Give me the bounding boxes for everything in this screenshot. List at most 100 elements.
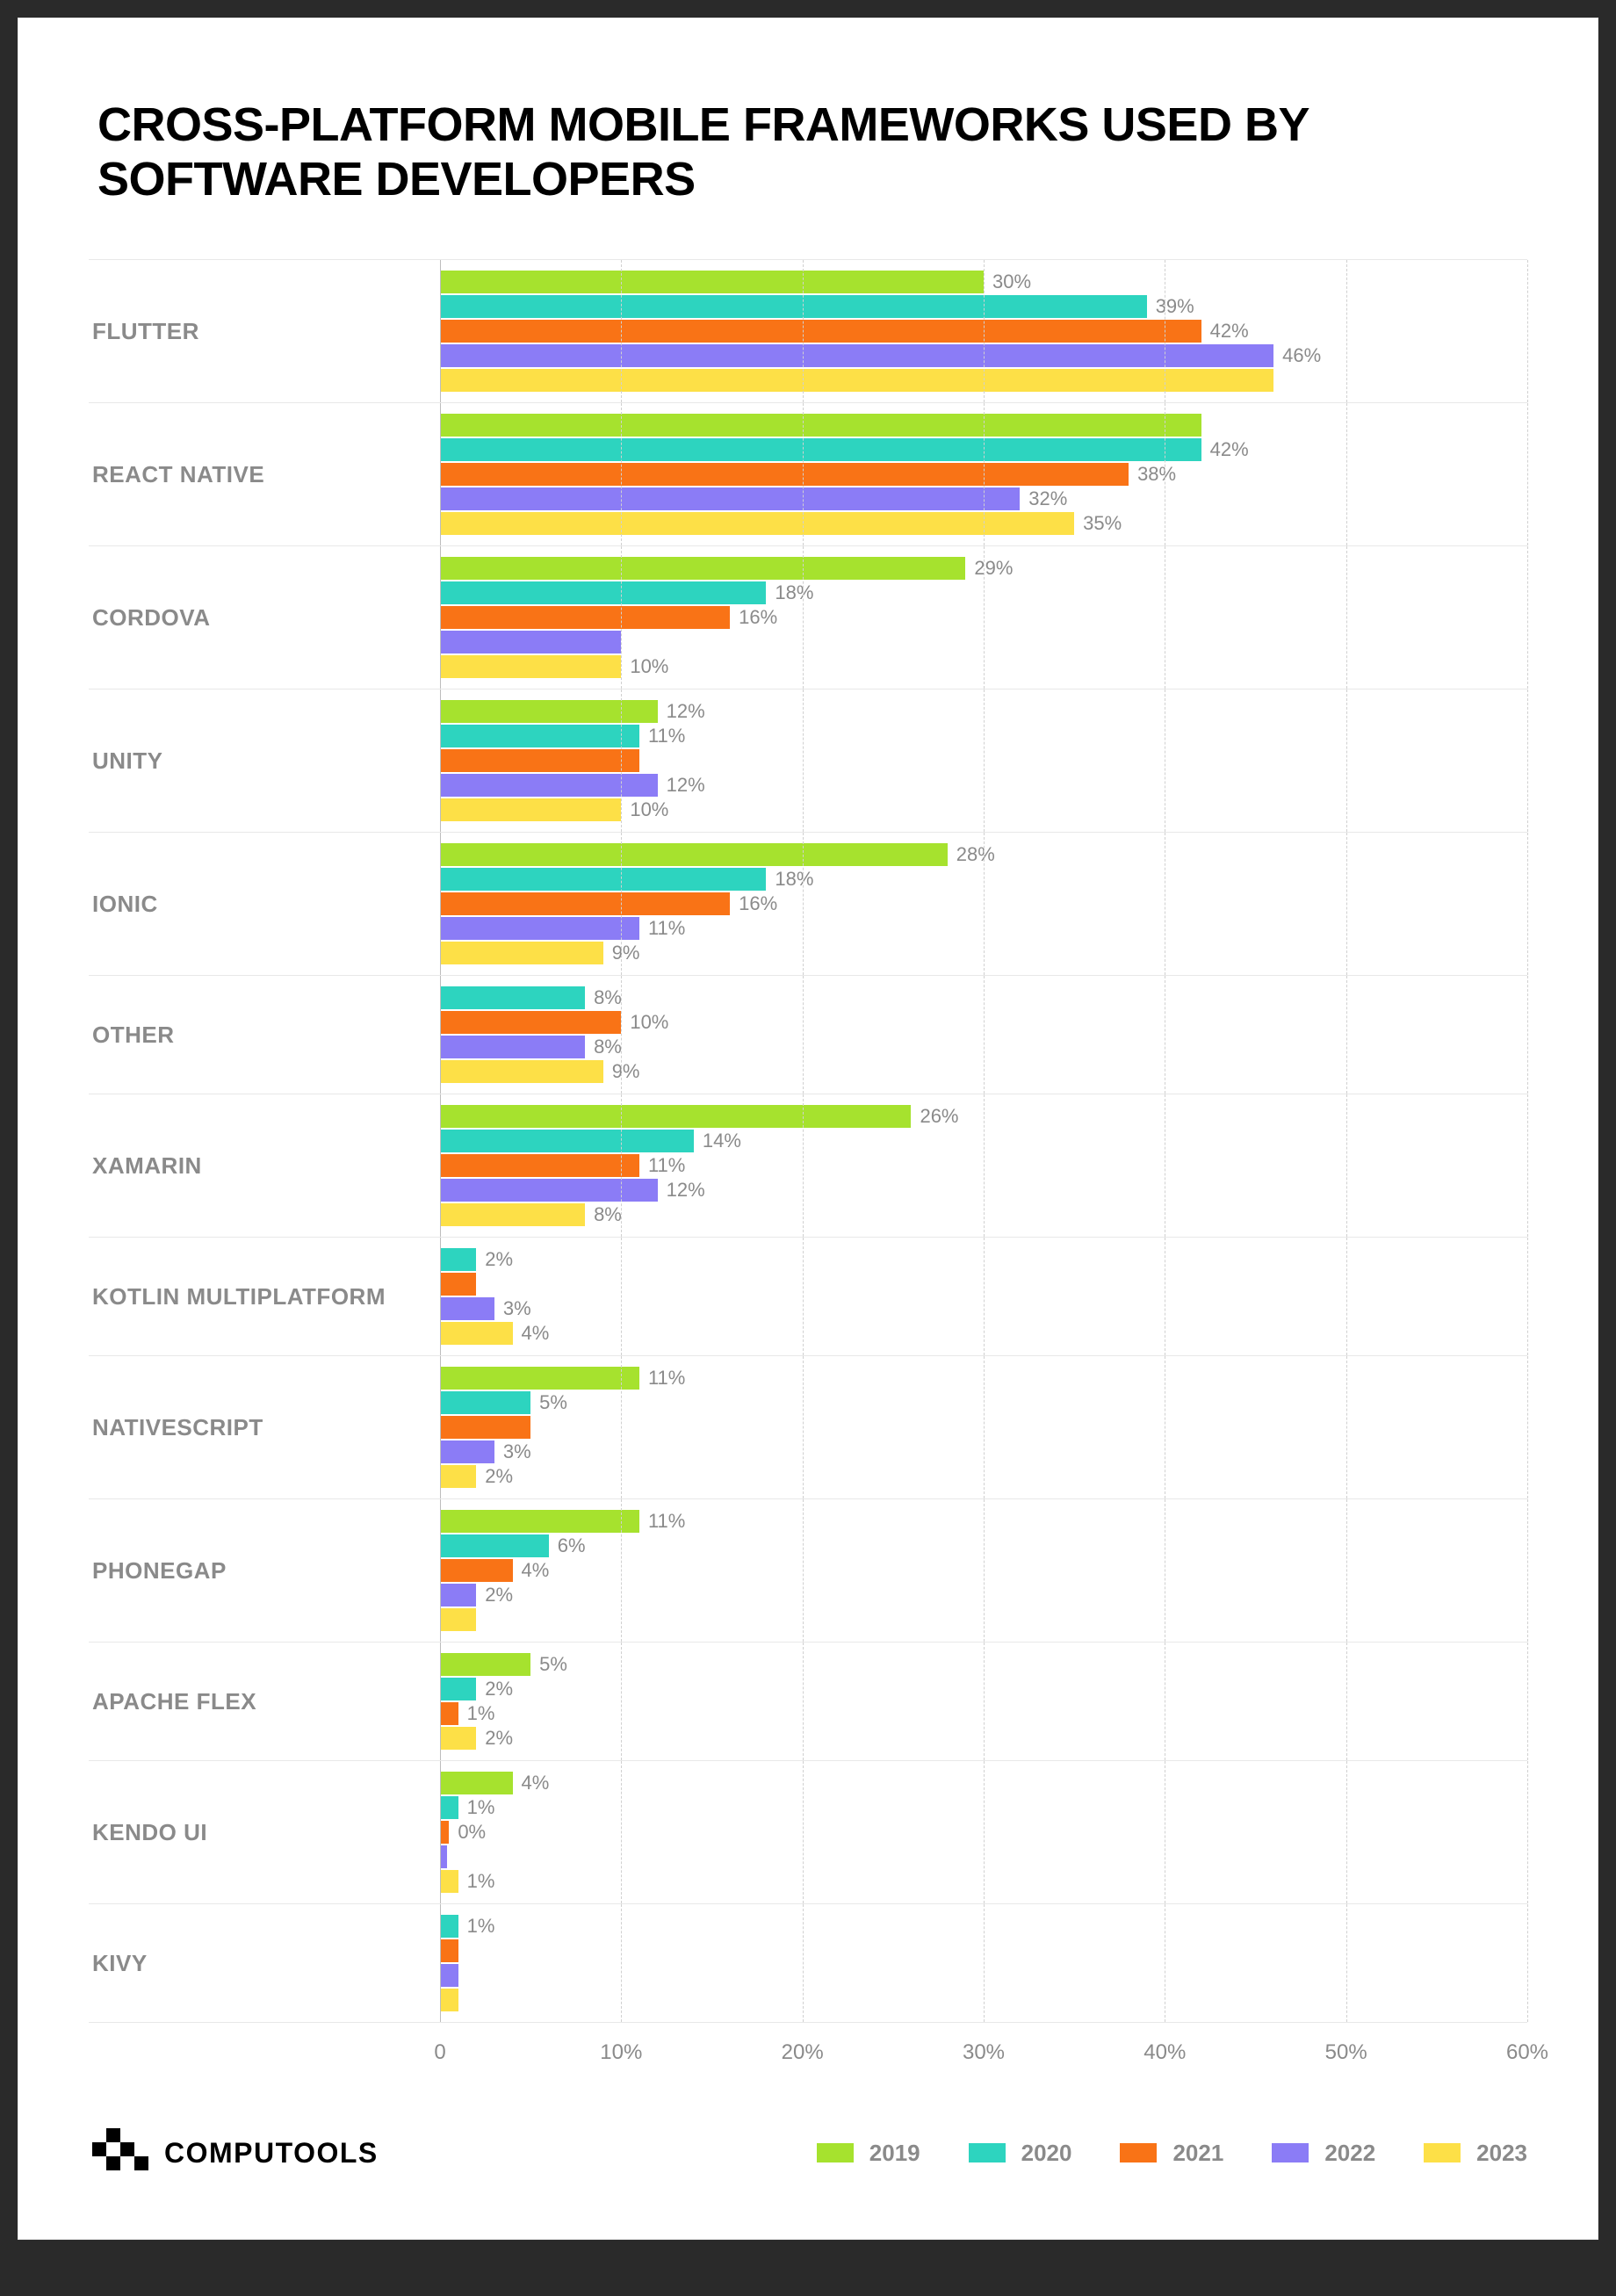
legend-item: 2021: [1120, 2140, 1223, 2167]
category-bars: 30%39%42%46%: [440, 260, 1527, 402]
bar-fill: [440, 1653, 530, 1676]
bar: 1%: [440, 1702, 1527, 1725]
brand-name: COMPUTOOLS: [164, 2137, 379, 2170]
bar: 3%: [440, 1297, 1527, 1320]
legend-swatch: [969, 2143, 1006, 2162]
bar: 8%: [440, 986, 1527, 1009]
bar-fill: [440, 1702, 458, 1725]
chart-area: FLUTTER30%39%42%46%REACT NATIVE42%38%32%…: [89, 259, 1527, 2023]
bar: [440, 1989, 1527, 2011]
category-row: KENDO UI4%1%0%1%: [89, 1760, 1527, 1903]
bar-fill: [440, 1772, 513, 1794]
bar-value-label: 10%: [621, 655, 668, 678]
bar: 14%: [440, 1130, 1527, 1152]
bar: 5%: [440, 1391, 1527, 1414]
bar: 16%: [440, 606, 1527, 629]
bar: 32%: [440, 487, 1527, 510]
bar-fill: [440, 1036, 585, 1058]
bar: 18%: [440, 868, 1527, 891]
category-label: NATIVESCRIPT: [89, 1414, 440, 1441]
bar-value-label: 0%: [449, 1821, 486, 1844]
bar-value-label: 8%: [585, 1036, 622, 1058]
bar: 10%: [440, 1011, 1527, 1034]
bar-value-label: 38%: [1129, 463, 1176, 486]
bar-fill: [440, 1297, 494, 1320]
bar: 11%: [440, 1510, 1527, 1533]
category-label: OTHER: [89, 1022, 440, 1049]
bar-value-label: 10%: [621, 798, 668, 821]
bar-value-label: 12%: [658, 1179, 705, 1202]
category-bars: 12%11%12%10%: [440, 690, 1527, 832]
bar-fill: [440, 942, 603, 964]
bar: [440, 1845, 1527, 1868]
bar-fill: [440, 1179, 658, 1202]
bar-fill: [440, 1465, 476, 1488]
category-row: FLUTTER30%39%42%46%: [89, 259, 1527, 402]
bar-fill: [440, 1130, 694, 1152]
bar-value-label: 12%: [658, 700, 705, 723]
bar: [440, 749, 1527, 772]
bar-fill: [440, 868, 766, 891]
category-bars: 42%38%32%35%: [440, 403, 1527, 545]
bar-value-label: 11%: [639, 917, 685, 940]
bar-value-label: 26%: [911, 1105, 958, 1128]
bar: 0%: [440, 1821, 1527, 1844]
legend-label: 2019: [869, 2140, 920, 2167]
bar: 11%: [440, 917, 1527, 940]
category-row: KOTLIN MULTIPLATFORM2%3%4%: [89, 1237, 1527, 1355]
bar-value-label: 4%: [513, 1772, 550, 1794]
bar-value-label: 1%: [458, 1870, 495, 1893]
bar-value-label: 42%: [1201, 320, 1249, 343]
bar-fill: [440, 774, 658, 797]
legend-swatch: [1120, 2143, 1157, 2162]
bar: 16%: [440, 892, 1527, 915]
bar: 42%: [440, 320, 1527, 343]
bar-value-label: 2%: [476, 1465, 513, 1488]
bar: 2%: [440, 1678, 1527, 1700]
bar-fill: [440, 271, 984, 293]
bar-fill: [440, 1845, 447, 1868]
bar-fill: [440, 1870, 458, 1893]
bar-fill: [440, 369, 1273, 392]
chart-footer: COMPUTOOLS 20192020202120222023: [89, 2128, 1527, 2177]
bar-value-label: 18%: [766, 581, 813, 604]
bar-fill: [440, 986, 585, 1009]
bar-fill: [440, 1440, 494, 1463]
bar: 2%: [440, 1248, 1527, 1271]
category-bars: 26%14%11%12%8%: [440, 1094, 1527, 1237]
bar-fill: [440, 1989, 458, 2011]
bar-fill: [440, 463, 1129, 486]
bar: [440, 1608, 1527, 1631]
legend-swatch: [1272, 2143, 1309, 2162]
bar-value-label: 9%: [603, 1060, 640, 1083]
category-row: REACT NATIVE42%38%32%35%: [89, 402, 1527, 545]
bar-value-label: 16%: [730, 606, 777, 629]
bar-fill: [440, 725, 639, 747]
bar-value-label: 11%: [639, 1367, 685, 1390]
bar-fill: [440, 1559, 513, 1582]
legend-label: 2022: [1324, 2140, 1375, 2167]
bar-fill: [440, 892, 730, 915]
bar-value-label: 16%: [730, 892, 777, 915]
bar-fill: [440, 843, 948, 866]
bar-fill: [440, 487, 1020, 510]
bar-fill: [440, 798, 621, 821]
bar-value-label: 6%: [549, 1534, 586, 1557]
bar-value-label: 1%: [458, 1702, 495, 1725]
bar-value-label: 5%: [530, 1653, 567, 1676]
bar: 2%: [440, 1727, 1527, 1750]
category-label: REACT NATIVE: [89, 461, 440, 488]
bar: 30%: [440, 271, 1527, 293]
bar: 9%: [440, 942, 1527, 964]
bar-fill: [440, 1203, 585, 1226]
bar: 8%: [440, 1203, 1527, 1226]
bar-value-label: 5%: [530, 1391, 567, 1414]
category-label: XAMARIN: [89, 1152, 440, 1180]
category-row: OTHER8%10%8%9%: [89, 975, 1527, 1094]
chart-card: CROSS-PLATFORM MOBILE FRAMEWORKS USED BY…: [18, 18, 1598, 2240]
bar: 9%: [440, 1060, 1527, 1083]
bar-fill: [440, 1939, 458, 1962]
bar-fill: [440, 344, 1273, 367]
x-tick-label: 20%: [782, 2040, 824, 2065]
legend-swatch: [817, 2143, 854, 2162]
